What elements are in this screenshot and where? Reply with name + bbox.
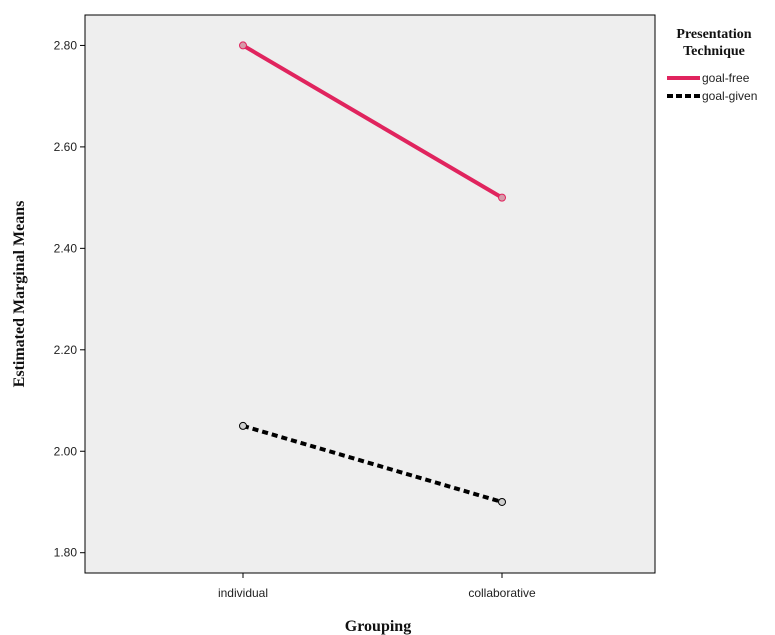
y-tick-label: 2.40 — [54, 241, 78, 255]
y-tick-label: 2.80 — [54, 38, 78, 52]
series-layer — [239, 41, 506, 506]
plot-area — [84, 14, 656, 574]
legend: Presentation Technique goal-free goal-giv… — [667, 27, 757, 103]
data-point-goal-given-collaborative — [498, 497, 506, 506]
y-tick-label: 2.20 — [54, 343, 78, 357]
data-point-goal-free-collaborative — [498, 193, 506, 202]
x-axis-title: Grouping — [345, 618, 411, 635]
y-tick-label: 1.80 — [54, 546, 78, 560]
legend-title-line-2: Technique — [683, 44, 745, 59]
legend-label-goal-free: goal-free — [702, 71, 750, 85]
legend-label-goal-given: goal-given — [702, 89, 757, 103]
data-point-goal-given-individual — [239, 421, 247, 430]
data-point-goal-free-individual — [239, 41, 247, 50]
y-tick-label: 2.60 — [54, 140, 78, 154]
y-tick-label: 2.00 — [54, 444, 78, 458]
x-axis: individual collaborative — [218, 573, 536, 600]
x-tick-label: individual — [218, 586, 268, 600]
legend-items: goal-free goal-given — [667, 71, 757, 103]
y-axis-title: Estimated Marginal Means — [11, 201, 28, 388]
y-axis: 1.80 2.00 2.20 2.40 2.60 2.80 — [54, 38, 85, 560]
series-line-goal-free — [241, 43, 504, 200]
legend-title-line-1: Presentation — [676, 27, 751, 42]
x-tick-label: collaborative — [468, 586, 536, 600]
series-line-goal-given — [242, 423, 503, 504]
